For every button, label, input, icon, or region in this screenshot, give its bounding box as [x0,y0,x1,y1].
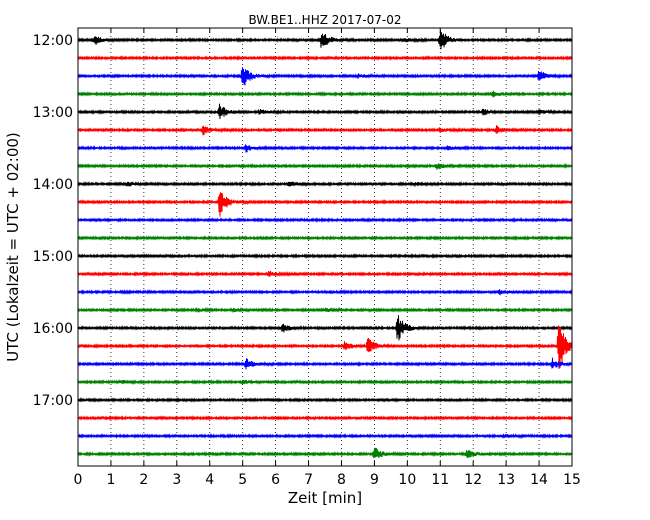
x-tick-label: 9 [370,472,379,488]
trace-1300 [77,103,573,120]
trace-1500 [77,253,573,259]
trace-1515 [77,270,573,278]
trace-1630 [77,357,573,370]
trace-1430 [77,217,573,223]
trace-1200 [77,30,573,50]
trace-1700 [77,397,573,403]
trace-1330 [77,144,573,153]
seismogram-traces [77,30,573,459]
x-tick-label: 13 [497,472,515,488]
trace-1245 [77,90,573,98]
y-tick-label: 12:00 [33,33,73,49]
x-tick-label: 2 [139,472,148,488]
x-tick-label: 10 [398,472,416,488]
trace-1445 [77,235,573,241]
x-tick-label: 14 [530,472,548,488]
x-axis-ticks: 0 1 2 3 4 5 6 7 8 9 10 11 12 13 14 15 [74,28,581,488]
y-tick-label: 17:00 [33,393,73,409]
x-tick-label: 1 [106,472,115,488]
trace-1230 [77,67,573,86]
trace-1215 [77,55,573,61]
y-axis-ticks: 12:00 13:00 14:00 15:00 16:00 17:00 [33,33,572,409]
trace-1530 [77,289,573,296]
trace-1400 [77,180,573,188]
trace-1415 [77,192,573,217]
plot-frame [77,27,573,467]
x-tick-label: 3 [172,472,181,488]
chart-title: BW.BE1..HHZ 2017-07-02 [248,13,401,27]
trace-1600 [77,315,573,341]
y-tick-label: 15:00 [33,249,73,265]
trace-1645 [77,378,573,386]
trace-1730 [77,433,573,439]
trace-1745 [77,447,573,459]
x-axis-label: Zeit [min] [288,489,362,507]
trace-1345 [77,163,573,170]
x-tick-label: 12 [464,472,482,488]
x-tick-label: 0 [74,472,83,488]
x-tick-label: 5 [238,472,247,488]
x-tick-label: 7 [304,472,313,488]
y-tick-label: 14:00 [33,177,73,193]
y-tick-label: 13:00 [33,105,73,121]
trace-1615 [77,325,573,370]
x-tick-label: 11 [431,472,449,488]
y-tick-label: 16:00 [33,321,73,337]
trace-1315 [77,125,573,136]
trace-1545 [77,306,573,314]
y-axis-label: UTC (Lokalzeit = UTC + 02:00) [4,132,22,362]
trace-1715 [77,415,573,421]
x-tick-label: 6 [271,472,280,488]
x-tick-label: 15 [563,472,581,488]
x-tick-label: 8 [337,472,346,488]
x-tick-label: 4 [205,472,214,488]
